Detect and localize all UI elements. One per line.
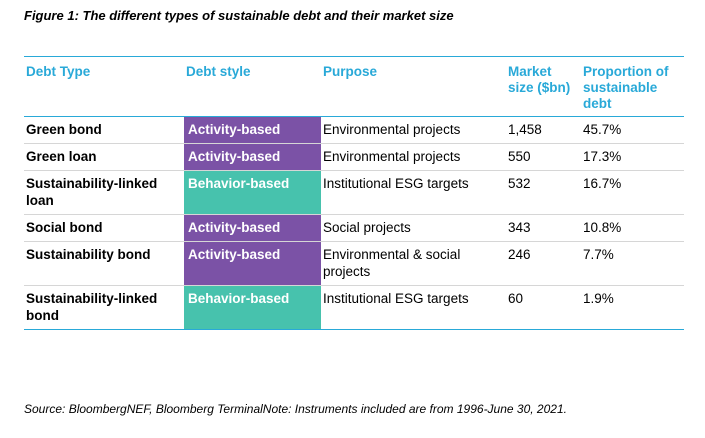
- purpose-cell: Environmental projects: [323, 149, 461, 164]
- header-debt-style: Debt style: [186, 64, 251, 79]
- purpose-cell: Social projects: [323, 220, 411, 235]
- table-top-rule: [24, 56, 684, 57]
- source-note: Source: BloombergNEF, Bloomberg Terminal…: [24, 402, 567, 416]
- debt-style-cell: Activity-based: [184, 241, 321, 286]
- proportion-cell: 16.7%: [583, 176, 622, 191]
- figure-caption: Figure 1: The different types of sustain…: [24, 8, 454, 23]
- market-size-cell: 550: [508, 149, 531, 164]
- debt-type-cell: Green bond: [26, 122, 102, 137]
- proportion-cell: 17.3%: [583, 149, 622, 164]
- proportion-cell: 45.7%: [583, 122, 622, 137]
- proportion-cell: 7.7%: [583, 247, 614, 262]
- header-market-size: Market size ($bn): [508, 64, 571, 95]
- debt-type-cell: Sustainability-linked bond: [26, 291, 158, 323]
- debt-type-cell: Social bond: [26, 220, 103, 235]
- table-row: Sustainability bond Activity-based Envir…: [24, 241, 684, 286]
- purpose-cell: Environmental & social projects: [323, 247, 461, 279]
- table-row: Green loan Activity-based Environmental …: [24, 143, 684, 171]
- sustainable-debt-table: Debt Type Debt style Purpose Market size…: [24, 64, 684, 330]
- debt-style-cell: Activity-based: [184, 143, 321, 171]
- market-size-cell: 1,458: [508, 122, 542, 137]
- debt-type-cell: Green loan: [26, 149, 97, 164]
- debt-style-cell: Activity-based: [184, 214, 321, 242]
- debt-style-cell: Behavior-based: [184, 285, 321, 330]
- market-size-cell: 532: [508, 176, 531, 191]
- proportion-cell: 10.8%: [583, 220, 622, 235]
- purpose-cell: Institutional ESG targets: [323, 176, 469, 191]
- market-size-cell: 343: [508, 220, 531, 235]
- purpose-cell: Environmental projects: [323, 122, 461, 137]
- header-debt-type: Debt Type: [26, 64, 91, 79]
- market-size-cell: 246: [508, 247, 531, 262]
- debt-type-cell: Sustainability-linked loan: [26, 176, 158, 208]
- header-proportion: Proportion of sustainable debt: [583, 64, 669, 111]
- debt-type-cell: Sustainability bond: [26, 247, 151, 262]
- table-row: Sustainability-linked loan Behavior-base…: [24, 170, 684, 215]
- market-size-cell: 60: [508, 291, 524, 306]
- debt-style-cell: Activity-based: [184, 116, 321, 144]
- table-row: Social bond Activity-based Social projec…: [24, 214, 684, 242]
- debt-style-cell: Behavior-based: [184, 170, 321, 215]
- header-purpose: Purpose: [323, 64, 378, 79]
- purpose-cell: Institutional ESG targets: [323, 291, 469, 306]
- table-row: Sustainability-linked bond Behavior-base…: [24, 285, 684, 330]
- table-header-row: Debt Type Debt style Purpose Market size…: [24, 64, 684, 117]
- table-row: Green bond Activity-based Environmental …: [24, 116, 684, 144]
- proportion-cell: 1.9%: [583, 291, 614, 306]
